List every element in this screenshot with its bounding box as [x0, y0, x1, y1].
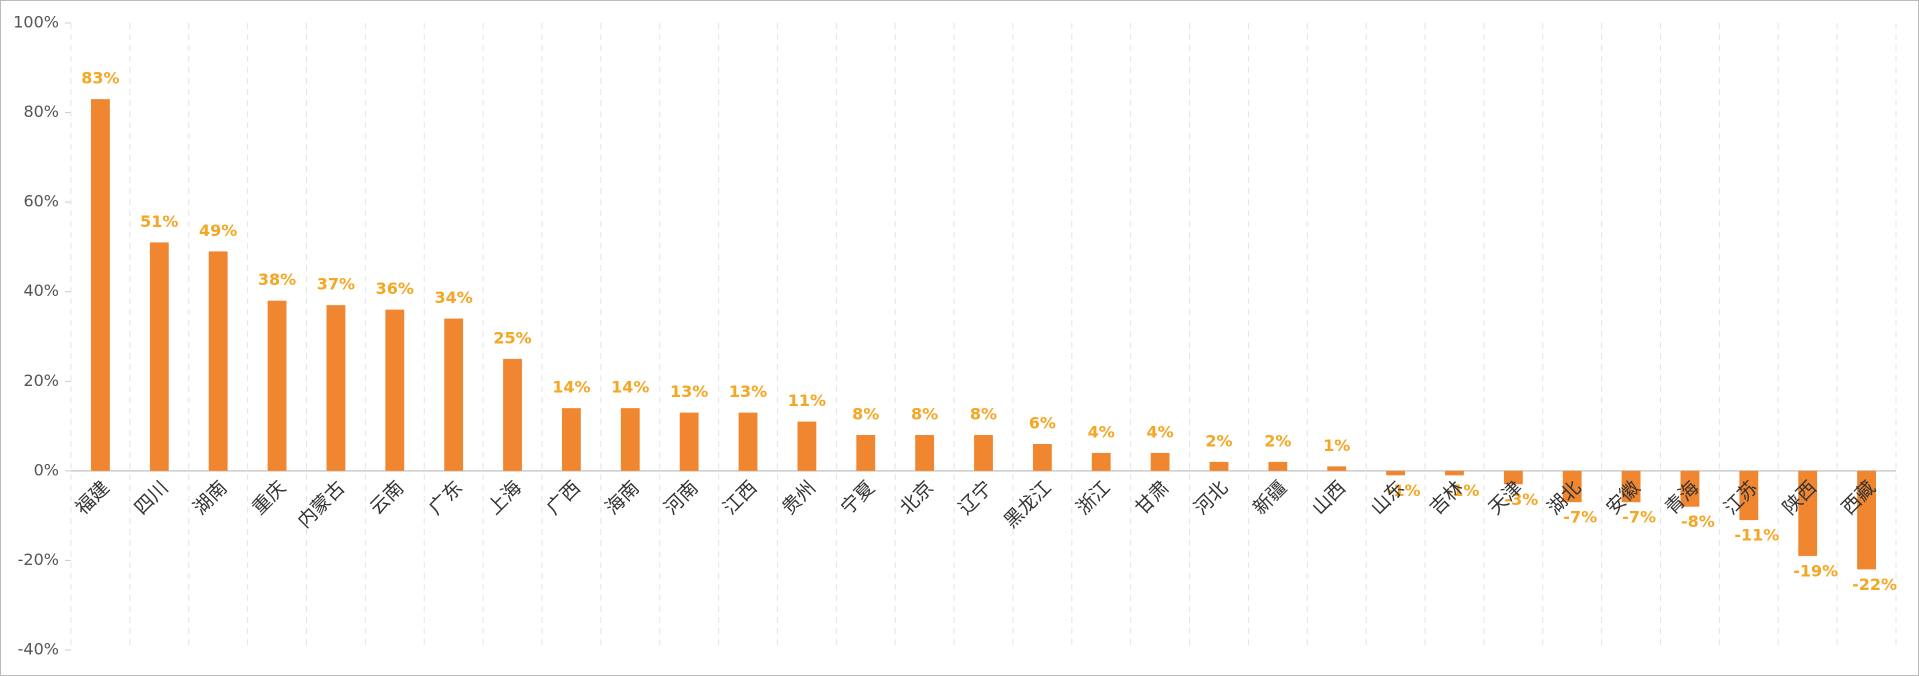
- value-label: 2%: [1205, 431, 1232, 450]
- y-tick-label: -20%: [18, 550, 59, 569]
- bar: [1268, 461, 1288, 471]
- bar: [503, 358, 522, 471]
- bar: [1150, 452, 1170, 471]
- bar: [974, 435, 993, 471]
- value-label: 14%: [611, 378, 649, 397]
- y-tick-label: 60%: [23, 192, 59, 211]
- y-tick-label: 40%: [23, 281, 59, 300]
- value-label: 13%: [670, 382, 708, 401]
- value-label: -3%: [1504, 490, 1538, 509]
- bar: [1445, 470, 1464, 476]
- bar: [149, 242, 169, 471]
- bar: [620, 408, 640, 471]
- value-label: 34%: [435, 288, 473, 307]
- bar: [1562, 470, 1582, 503]
- bar: [797, 421, 817, 471]
- value-label: 49%: [199, 221, 237, 240]
- value-label: 1%: [1323, 436, 1350, 455]
- y-tick-label: 0%: [34, 460, 59, 479]
- value-label: -19%: [1793, 561, 1838, 580]
- bar: [385, 309, 405, 471]
- value-label: -1%: [1387, 481, 1421, 500]
- value-label: 4%: [1147, 422, 1174, 441]
- bar: [326, 305, 346, 471]
- y-tick-label: 100%: [13, 13, 59, 32]
- value-label: 38%: [258, 270, 296, 289]
- bar: [1739, 470, 1759, 521]
- value-label: -1%: [1446, 481, 1480, 500]
- bar: [1680, 470, 1700, 507]
- bar: [1032, 443, 1052, 471]
- value-label: 11%: [788, 391, 826, 410]
- bar: [1857, 470, 1876, 570]
- bar: [856, 435, 876, 471]
- value-label: 36%: [376, 279, 414, 298]
- bar: [1327, 466, 1347, 471]
- value-label: 6%: [1029, 413, 1056, 432]
- bar: [267, 300, 287, 471]
- bar: [1386, 470, 1406, 476]
- value-label: 8%: [970, 405, 997, 424]
- value-label: 2%: [1264, 431, 1291, 450]
- bar: [1621, 470, 1641, 503]
- value-label: 83%: [81, 69, 119, 88]
- value-label: -7%: [1563, 508, 1597, 527]
- value-label: -11%: [1734, 526, 1779, 545]
- value-label: 14%: [552, 378, 590, 397]
- y-tick-label: -40%: [18, 640, 59, 659]
- bar: [1091, 452, 1111, 471]
- bar: [915, 435, 935, 471]
- bar: [1209, 461, 1229, 471]
- value-label: 51%: [140, 212, 178, 231]
- value-label: 8%: [852, 405, 879, 424]
- bar: [444, 318, 464, 471]
- value-label: 13%: [729, 382, 767, 401]
- y-tick-label: 80%: [23, 102, 59, 121]
- value-label: 37%: [317, 275, 355, 294]
- value-label: -8%: [1681, 512, 1715, 531]
- value-label: -7%: [1622, 508, 1656, 527]
- bar: [208, 251, 228, 471]
- bar: [738, 412, 758, 471]
- bar: [679, 412, 699, 471]
- value-label: 8%: [911, 405, 938, 424]
- value-label: 4%: [1088, 422, 1115, 441]
- bar: [91, 99, 110, 471]
- bar: [1798, 470, 1818, 556]
- bar: [1503, 470, 1523, 485]
- y-tick-label: 20%: [23, 371, 59, 390]
- value-label: -22%: [1852, 575, 1897, 594]
- bar: [561, 408, 581, 471]
- value-label: 25%: [493, 328, 531, 347]
